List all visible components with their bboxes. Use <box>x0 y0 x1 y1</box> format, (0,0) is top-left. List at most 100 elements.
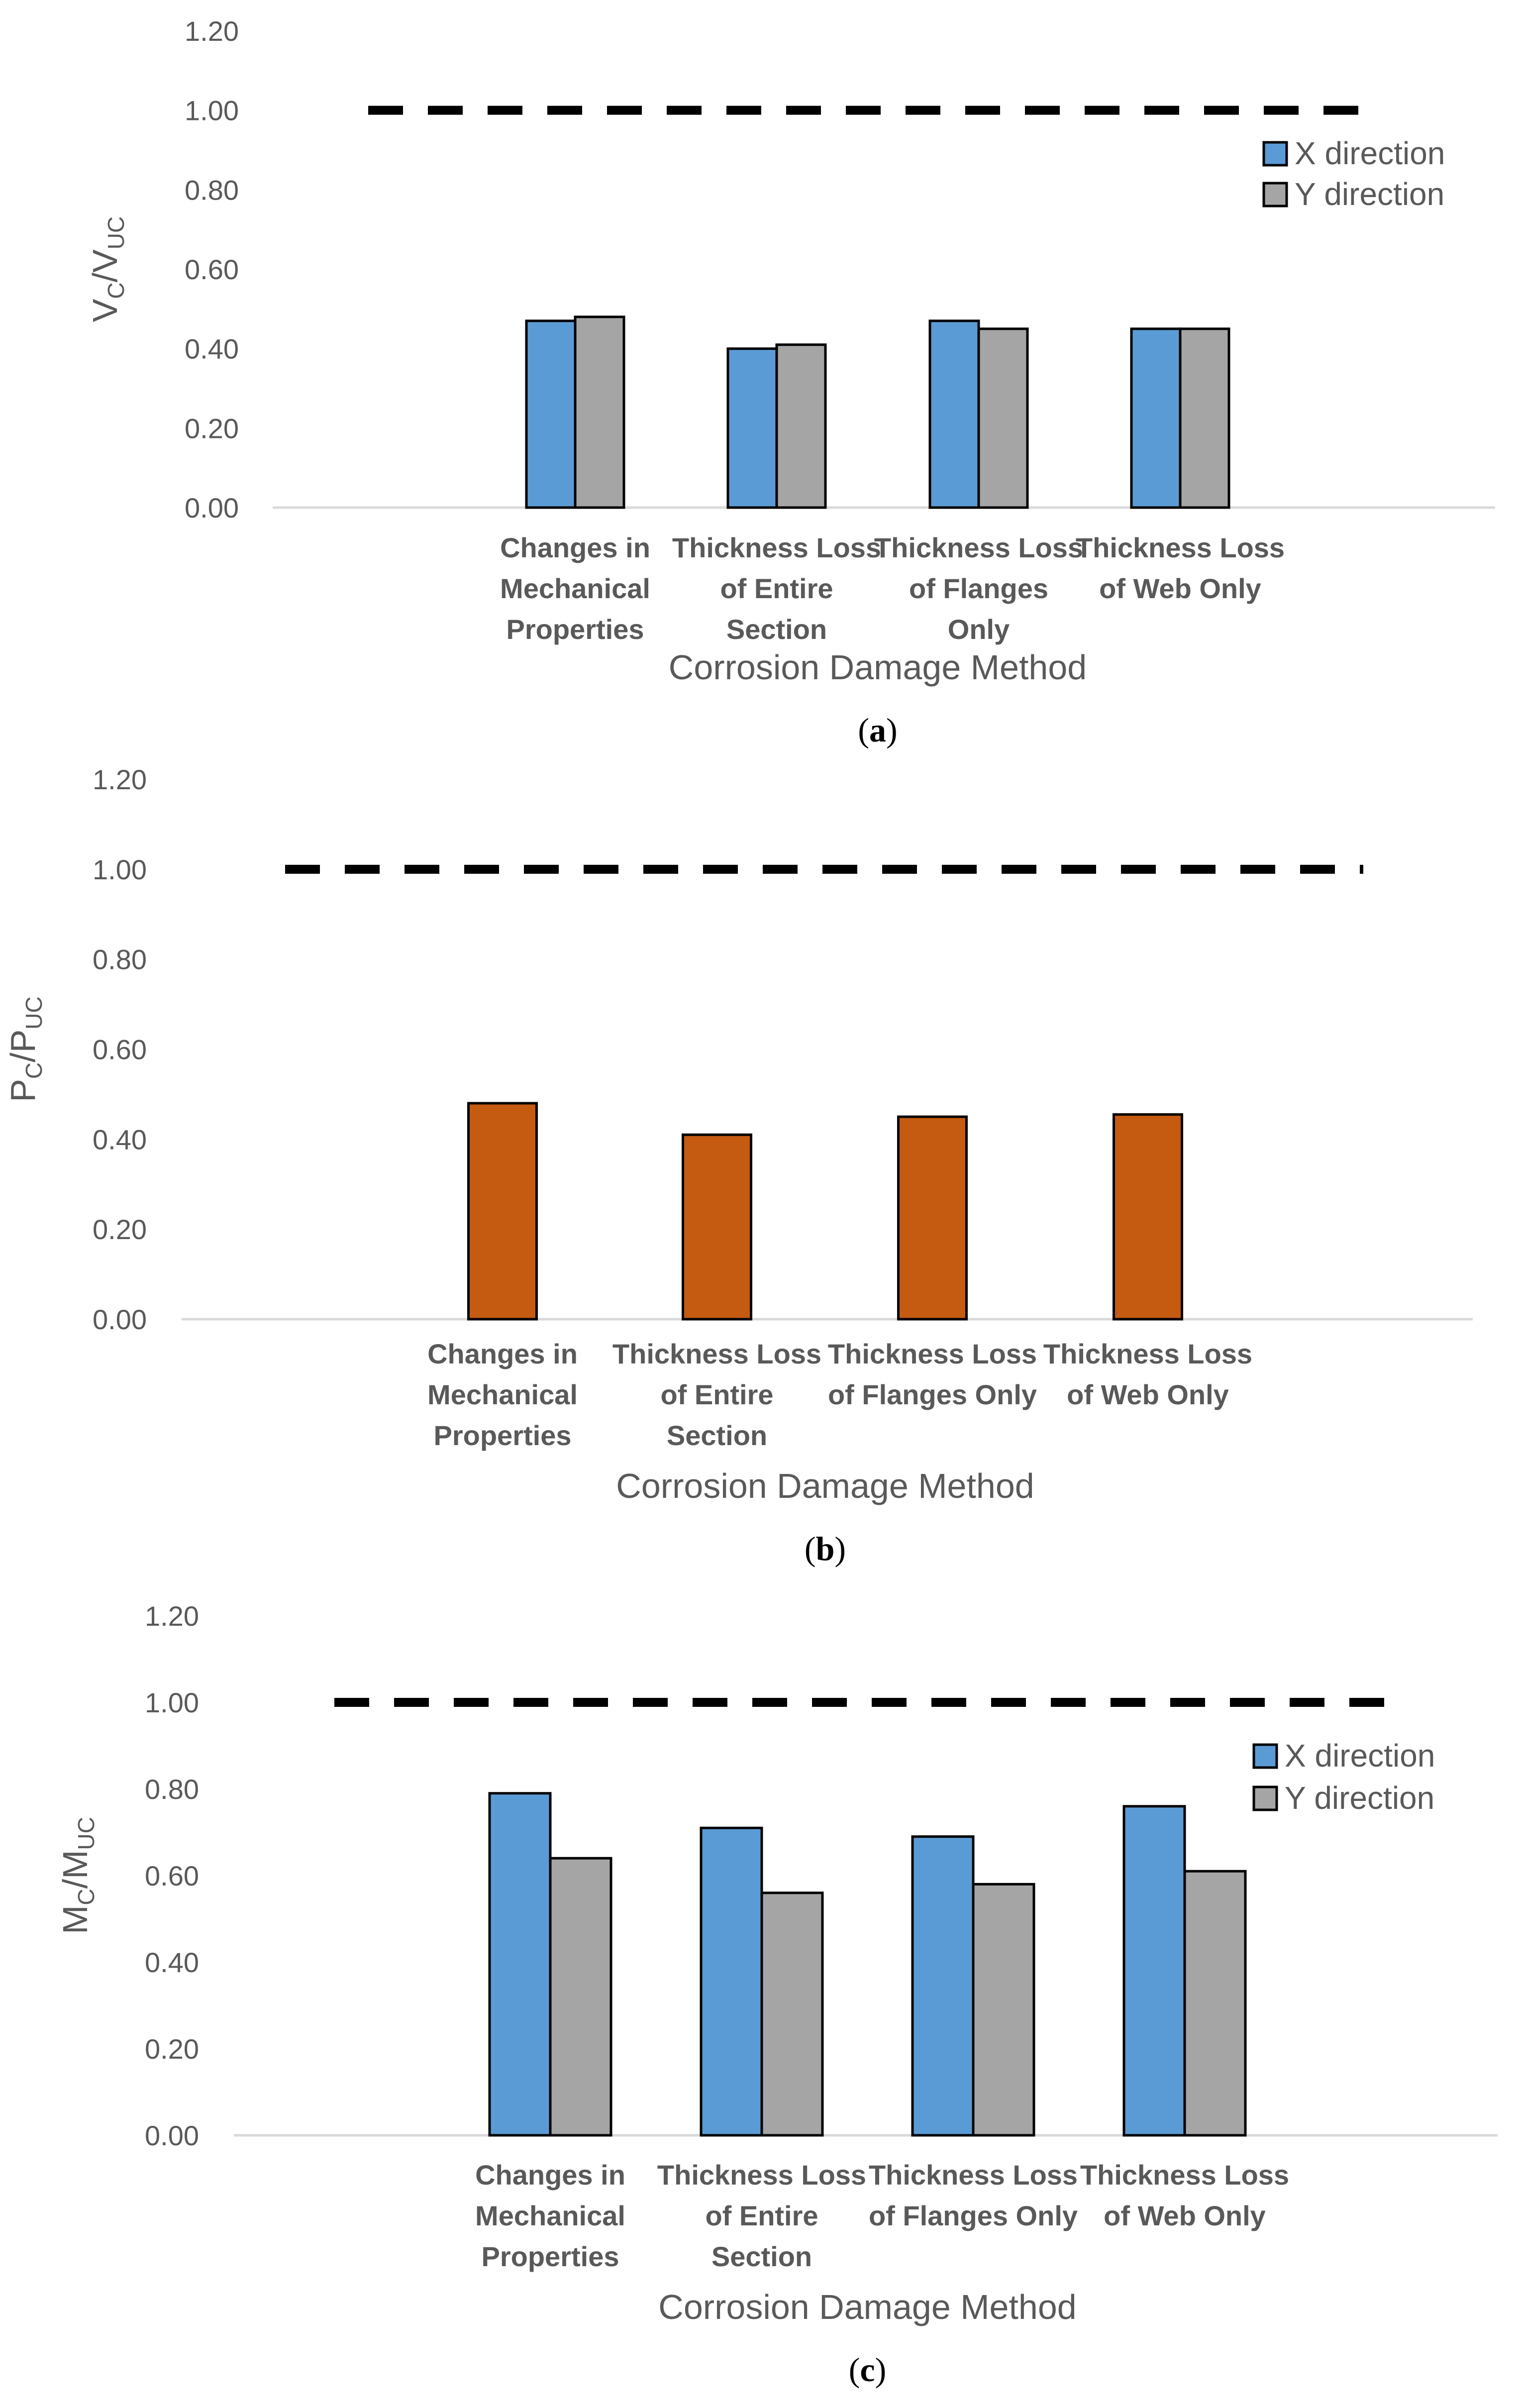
chart-panel-c: 0.00 0.20 0.40 0.60 0.80 1.00 1.20 Changes in Me… <box>56 1600 1498 2389</box>
y-tick-label: 0.60 <box>185 254 239 285</box>
panel-label-letter: c <box>860 2351 875 2389</box>
bar-x-direction <box>911 1835 975 2137</box>
bar-y-direction <box>972 1883 1035 2137</box>
y-tick-label: 0.00 <box>93 1304 147 1335</box>
category-label: Mechanical <box>475 2200 625 2231</box>
category-label: Thickness Loss <box>612 1338 821 1369</box>
category-label: of Entire <box>705 2200 818 2231</box>
bar-y-direction <box>549 1857 612 2137</box>
category-label: of Entire <box>660 1379 773 1410</box>
category-label: Thickness Loss <box>657 2159 866 2191</box>
category-label: Changes in <box>427 1338 578 1369</box>
y-axis-title-part: /P <box>3 1030 42 1062</box>
category-label: of Web Only <box>1067 1379 1229 1410</box>
category-label: of Web Only <box>1099 573 1261 604</box>
y-tick-label: 1.00 <box>145 1687 199 1718</box>
y-tick-label: 0.20 <box>145 2033 199 2065</box>
legend-label: X direction <box>1295 135 1445 171</box>
category-label: Thickness Loss <box>1080 2159 1289 2191</box>
panel-label-paren: ) <box>886 711 898 749</box>
y-tick-label: 1.20 <box>185 15 239 47</box>
category-label: Thickness Loss <box>1043 1338 1252 1369</box>
bar-x-direction <box>1122 1805 1186 2137</box>
y-tick-label: 1.20 <box>145 1600 199 1632</box>
legend-swatch-x-direction <box>1262 141 1288 167</box>
y-tick-label: 0.40 <box>185 333 239 365</box>
bar-y-direction <box>574 315 625 509</box>
panel-label-paren: ( <box>858 711 869 749</box>
panel-label: (b) <box>805 1530 846 1568</box>
y-tick-label: 0.60 <box>93 1034 147 1065</box>
category-label: Only <box>948 614 1010 645</box>
category-label: Section <box>667 1420 767 1451</box>
panel-label-letter: a <box>869 711 886 749</box>
y-tick-label: 0.20 <box>93 1214 147 1245</box>
category-label: Thickness Loss <box>672 532 881 563</box>
y-axis-title: VC/VUC <box>86 216 129 322</box>
y-axis-title-subscript: C <box>21 1062 47 1079</box>
bar-value <box>1113 1113 1183 1321</box>
y-axis-title-subscript: C <box>103 282 129 299</box>
y-tick-label: 0.00 <box>145 2120 199 2151</box>
y-tick-label: 0.20 <box>185 413 239 444</box>
y-tick-label: 0.40 <box>145 1947 199 1978</box>
y-tick-label: 0.60 <box>145 1860 199 1891</box>
x-axis-title: Corrosion Damage Method <box>616 1466 1034 1505</box>
y-axis-title-part: /V <box>86 249 124 282</box>
bar-value <box>467 1102 538 1321</box>
category-label: Section <box>726 614 827 645</box>
bar-y-direction <box>1183 1870 1247 2137</box>
bar-y-direction <box>977 327 1029 509</box>
category-label: Mechanical <box>500 573 650 604</box>
category-label: of Web Only <box>1104 2200 1266 2231</box>
panel-label-paren: ( <box>849 2351 860 2389</box>
panel-label: (a) <box>858 711 897 749</box>
bar-x-direction <box>488 1792 552 2137</box>
y-tick-label: 0.80 <box>185 174 239 206</box>
category-label: Thickness Loss <box>828 1338 1037 1369</box>
category-label: Section <box>711 2241 812 2272</box>
category-label: of Flanges Only <box>869 2200 1078 2231</box>
y-axis-title-part: /M <box>56 1850 95 1889</box>
y-axis-title-part: P <box>3 1079 42 1102</box>
category-label: Properties <box>507 614 644 645</box>
x-axis-title: Corrosion Damage Method <box>658 2288 1076 2326</box>
bar-x-direction <box>726 347 778 509</box>
category-label: Properties <box>482 2241 619 2272</box>
category-label: Thickness Loss <box>869 2159 1078 2191</box>
y-axis-title-part: V <box>86 299 124 322</box>
x-axis-title: Corrosion Damage Method <box>669 648 1087 687</box>
y-axis-title: PC/PUC <box>3 996 47 1102</box>
bar-value <box>682 1133 752 1321</box>
panel-label: (c) <box>849 2351 887 2389</box>
bar-x-direction <box>525 319 577 509</box>
y-tick-label: 0.80 <box>93 944 147 975</box>
chart-panel-a: 0.00 0.20 0.40 0.60 0.80 1.00 1.20 Changes in Me… <box>86 15 1495 749</box>
y-axis-title-subscript: C <box>73 1888 99 1905</box>
legend-swatch-y-direction <box>1252 1785 1278 1811</box>
legend-swatch-x-direction <box>1252 1743 1278 1769</box>
y-axis-title-subscript: UC <box>103 216 129 249</box>
bar-y-direction <box>1179 327 1230 509</box>
y-tick-label: 1.00 <box>185 95 239 126</box>
bar-x-direction <box>928 319 980 509</box>
legend-label: X direction <box>1285 1738 1435 1774</box>
bar-x-direction <box>700 1826 763 2137</box>
y-axis-title-part: M <box>56 1905 95 1934</box>
panel-label-paren: ( <box>805 1530 816 1568</box>
category-label: Changes in <box>475 2159 625 2191</box>
category-label: Mechanical <box>427 1379 578 1410</box>
bar-value <box>897 1115 968 1321</box>
panel-label-letter: b <box>816 1530 835 1568</box>
y-axis-title-subscript: UC <box>21 996 47 1029</box>
legend-label: Y direction <box>1295 176 1444 212</box>
legend-swatch-y-direction <box>1262 182 1288 208</box>
y-tick-label: 1.20 <box>93 764 147 795</box>
y-tick-label: 0.80 <box>145 1774 199 1805</box>
legend-label: Y direction <box>1285 1780 1434 1816</box>
category-label: Properties <box>434 1420 572 1451</box>
y-axis-title: MC/MUC <box>56 1817 99 1934</box>
y-tick-label: 1.00 <box>93 854 147 885</box>
